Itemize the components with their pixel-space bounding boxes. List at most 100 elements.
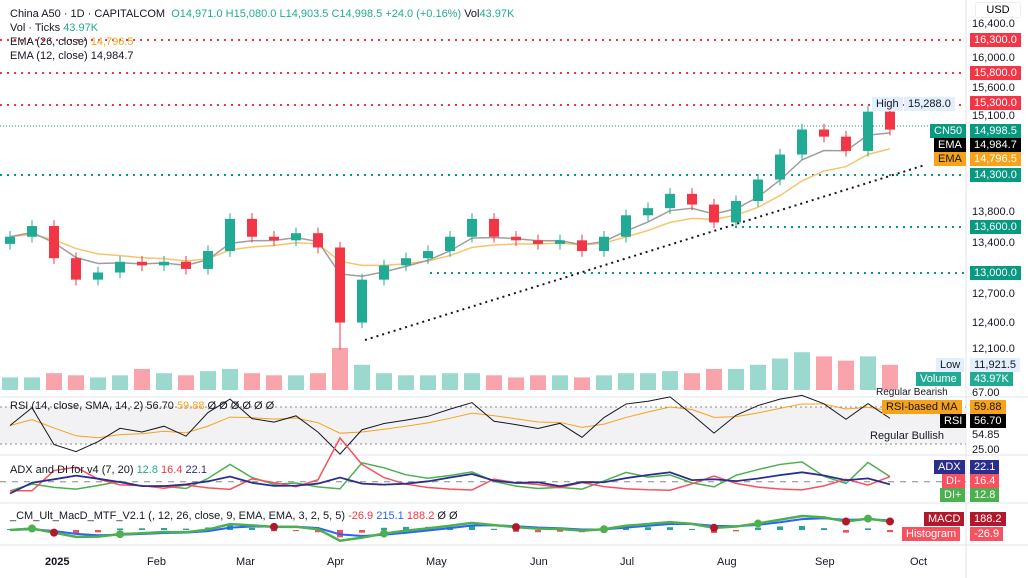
candle-body xyxy=(467,218,477,237)
rsi-ma-value: 59.88 xyxy=(176,400,205,412)
volume-bar xyxy=(332,348,348,390)
macd-cross-dot xyxy=(886,517,894,526)
level-tag: 15,800.0 xyxy=(970,66,1021,80)
macd-histogram-bar xyxy=(139,528,145,530)
volume-bar xyxy=(640,373,656,390)
vol-legend[interactable]: Vol · Ticks 43.97K xyxy=(10,22,98,35)
volume-bar xyxy=(90,377,106,390)
macd-cross-dot xyxy=(28,524,36,533)
candle-body xyxy=(49,226,59,259)
volume-bar xyxy=(420,375,436,390)
rsi-extra: Ø Ø Ø Ø Ø Ø xyxy=(207,400,275,412)
volume-value-tag: 43.97K xyxy=(970,372,1013,386)
low-value: L14,903.5 xyxy=(279,8,329,20)
level-tag: 15,300.0 xyxy=(970,96,1021,110)
adx-legend[interactable]: ADX and DI for v4 (7, 20) 12.8 16.4 22.1 xyxy=(10,464,207,477)
high-value: H15,080.0 xyxy=(225,8,277,20)
candle-body xyxy=(335,247,345,323)
price-axis-tick: 15,600.0 xyxy=(972,82,1015,94)
volume-bar xyxy=(398,375,414,390)
volume-bar xyxy=(222,369,238,390)
time-axis-label: Aug xyxy=(717,556,737,568)
macd-legend[interactable]: _CM_Ult_MacD_MTF_V2.1 (, 12, 26, close, … xyxy=(10,510,458,523)
currency-button[interactable]: USD xyxy=(975,2,1021,18)
macd-histogram-bar xyxy=(887,530,893,533)
macd-tag: MACD xyxy=(924,512,965,526)
time-axis-label: Apr xyxy=(327,556,345,568)
candle-body xyxy=(489,218,499,237)
di-plus-value: 12.8 xyxy=(136,464,158,476)
macd-hist-value: -26.9 xyxy=(348,510,374,522)
price-axis-tick: 12,700.0 xyxy=(972,288,1015,300)
adx-value: 22.1 xyxy=(185,464,207,476)
price-axis-tick: 13,800.0 xyxy=(972,206,1015,218)
macd-histogram-bar xyxy=(469,526,475,530)
macd-cross-dot xyxy=(512,523,520,532)
macd-histogram-bar xyxy=(777,526,783,530)
candle-body xyxy=(137,261,147,266)
symbol-legend[interactable]: China A50 · 1D · CAPITALCOM O14,971.0 H1… xyxy=(10,8,514,21)
ema12-label: EMA (12, close) xyxy=(10,50,88,62)
rsi-ma-value-tag: 59.88 xyxy=(970,400,1006,414)
price-axis-tick: 13,400.0 xyxy=(972,237,1015,249)
volume-bar xyxy=(838,360,854,390)
cn50-price-tag: 14,998.5 xyxy=(970,124,1021,138)
candle-body xyxy=(379,265,389,280)
macd-histogram-bar xyxy=(843,530,849,533)
ema26-value: 14,796.5 xyxy=(90,36,134,48)
macd-histogram-bar xyxy=(403,526,409,530)
macd-histogram-bar xyxy=(645,527,651,530)
volume-bar xyxy=(354,364,370,390)
symbol-title: China A50 · 1D · CAPITALCOM xyxy=(10,8,166,20)
candle-body xyxy=(709,204,719,223)
volume-bar xyxy=(266,375,282,390)
macd-signal-value: 215.1 xyxy=(376,510,404,522)
candle-body xyxy=(687,193,697,205)
time-axis-label: Jun xyxy=(530,556,548,568)
level-tag: 14,300.0 xyxy=(970,168,1021,182)
trendline xyxy=(364,164,926,341)
volume-bar xyxy=(750,364,766,390)
macd-histogram-bar xyxy=(95,530,101,533)
candle-body xyxy=(203,251,213,269)
volume-bar xyxy=(684,373,700,390)
candle-body xyxy=(753,179,763,201)
regular-bearish-tag: Regular Bearish xyxy=(876,387,948,398)
di-minus-value: 16.4 xyxy=(161,464,183,476)
macd-cross-dot xyxy=(600,525,608,534)
volume-bar xyxy=(68,375,84,390)
macd-histogram-bar xyxy=(359,530,365,533)
macd-histogram-bar xyxy=(293,530,299,532)
macd-histogram-bar xyxy=(73,530,79,534)
time-axis-label: May xyxy=(426,556,447,568)
rsi-line xyxy=(9,394,891,455)
ema12-legend[interactable]: EMA (12, close) 14,984.7 xyxy=(10,50,134,63)
time-axis-label: Jul xyxy=(620,556,635,568)
regular-bullish-tag: Regular Bullish xyxy=(866,429,948,443)
macd-extra: Ø Ø xyxy=(437,510,458,522)
ema26-legend[interactable]: EMA (26, close) 14,796.5 xyxy=(10,36,134,49)
adx-tag: ADX xyxy=(934,460,965,474)
candle-body xyxy=(885,111,895,130)
candle-body xyxy=(643,208,653,216)
di-plus-tag: DI+ xyxy=(940,488,966,502)
macd-histogram-bar xyxy=(799,525,805,530)
volume-bar xyxy=(596,375,612,390)
rsi-ma-tag: RSI-based MA xyxy=(882,400,962,414)
macd-cross-dot xyxy=(116,530,124,539)
volume-bar xyxy=(530,375,546,390)
macd-histogram-bar xyxy=(689,528,695,530)
rsi-legend[interactable]: RSI (14, close, SMA, 14, 2) 56.70 59.88 … xyxy=(10,400,274,413)
histogram-tag: Histogram xyxy=(902,527,961,541)
ema12-price-tag: 14,984.7 xyxy=(970,138,1021,152)
candle-body xyxy=(269,236,279,241)
di-minus-line xyxy=(10,436,891,492)
volume-bar xyxy=(860,356,876,390)
volume-bar xyxy=(112,375,128,390)
candle-body xyxy=(731,201,741,223)
candle-body xyxy=(445,236,455,252)
candle-body xyxy=(511,236,521,241)
rsi-axis-tick: 25.00 xyxy=(972,444,1000,456)
price-axis-tick: 16,000.0 xyxy=(972,52,1015,64)
